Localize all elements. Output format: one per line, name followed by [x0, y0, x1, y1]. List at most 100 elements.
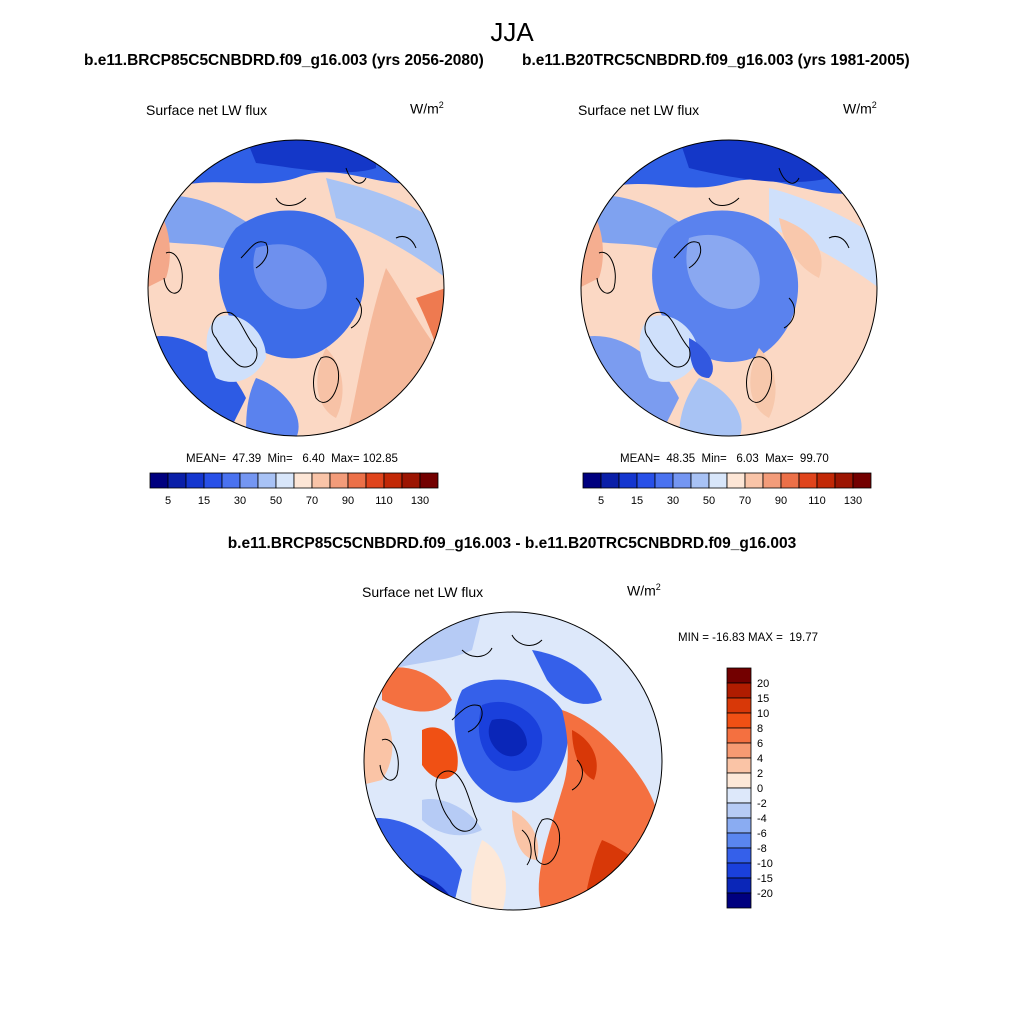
right-colorbar-swatch [636, 472, 656, 489]
right-colorbar-boxes [582, 472, 872, 489]
diff-variable-label: Surface net LW flux [362, 584, 484, 600]
right-colorbar-tick-label: 130 [844, 495, 862, 507]
diff-colorbar-tick-label: -20 [757, 888, 773, 900]
left-colorbar-swatch [365, 472, 385, 489]
left-units-label: W/m2 [410, 100, 444, 117]
left-colorbar-swatch [401, 472, 421, 489]
right-colorbar-swatch [726, 472, 746, 489]
right-colorbar-tick-label: 90 [775, 495, 787, 507]
left-colorbar-tick-label: 130 [411, 495, 429, 507]
diff-colorbar-tick-label: -4 [757, 813, 767, 825]
right-colorbar-tick-label: 50 [703, 495, 715, 507]
left-colorbar-tick-label: 90 [342, 495, 354, 507]
right-colorbar-swatch [672, 472, 692, 489]
diff-colorbar-tick-label: 10 [757, 708, 769, 720]
right-colorbar-swatch [798, 472, 818, 489]
right-colorbar: 5 15 30 50 70 90 110 130 [582, 472, 872, 507]
diff-colorbar-boxes [726, 667, 752, 909]
diff-colorbar-swatch [726, 712, 752, 729]
diff-colorbar-tick-label: 6 [757, 738, 763, 750]
right-colorbar-swatch [690, 472, 710, 489]
right-colorbar-swatch [780, 472, 800, 489]
left-colorbar-swatch [275, 472, 295, 489]
right-variable-label: Surface net LW flux [578, 102, 700, 118]
diff-colorbar-swatch [726, 697, 752, 714]
left-colorbar-tick-label: 50 [270, 495, 282, 507]
left-colorbar-swatch [257, 472, 277, 489]
diff-colorbar-tick-label: 20 [757, 678, 769, 690]
left-colorbar-swatch [347, 472, 367, 489]
left-stats: MEAN= 47.39 Min= 6.40 Max= 102.85 [186, 453, 398, 465]
right-colorbar-labels: 5 15 30 50 70 90 110 130 [598, 495, 862, 507]
diff-colorbar-swatch [726, 682, 752, 699]
right-colorbar-swatch [816, 472, 836, 489]
diff-units-exp: 2 [655, 582, 661, 592]
left-colorbar-tick-label: 70 [306, 495, 318, 507]
page-title: JJA [490, 17, 534, 47]
diff-colorbar-tick-label: 4 [757, 753, 763, 765]
diff-colorbar-tick-label: -10 [757, 858, 773, 870]
right-colorbar-swatch [744, 472, 764, 489]
left-colorbar-swatch [383, 472, 403, 489]
right-colorbar-swatch [654, 472, 674, 489]
diff-polar-map [363, 611, 663, 911]
diff-units-label: W/m2 [627, 582, 661, 599]
left-case-title: b.e11.BRCP85C5CNBDRD.f09_g16.003 (yrs 20… [84, 52, 484, 69]
diff-colorbar-swatch [726, 802, 752, 819]
diff-colorbar-swatch [726, 847, 752, 864]
diff-colorbar-swatch [726, 787, 752, 804]
left-variable-label: Surface net LW flux [146, 102, 268, 118]
left-colorbar-swatch [329, 472, 349, 489]
right-colorbar-swatch [600, 472, 620, 489]
diff-colorbar-swatch [726, 817, 752, 834]
right-units-label: W/m2 [843, 100, 877, 117]
diff-colorbar-swatch [726, 862, 752, 879]
diff-colorbar-swatch [726, 757, 752, 774]
right-polar-map [580, 139, 878, 437]
left-colorbar-swatch [419, 472, 439, 489]
diff-colorbar-swatch [726, 742, 752, 759]
left-colorbar-tick-label: 15 [198, 495, 210, 507]
diff-colorbar-tick-label: -15 [757, 873, 773, 885]
right-colorbar-swatch [834, 472, 854, 489]
left-colorbar-swatch [167, 472, 187, 489]
left-colorbar-tick-label: 110 [375, 495, 393, 507]
diff-case-title: b.e11.BRCP85C5CNBDRD.f09_g16.003 - b.e11… [227, 535, 797, 552]
right-colorbar-tick-label: 15 [631, 495, 643, 507]
diff-colorbar-tick-label: -6 [757, 828, 767, 840]
left-colorbar-tick-label: 5 [165, 495, 171, 507]
diff-colorbar-tick-label: 2 [757, 768, 763, 780]
right-colorbar-swatch [618, 472, 638, 489]
right-colorbar-tick-label: 70 [739, 495, 751, 507]
left-units-exp: 2 [438, 100, 444, 110]
right-stats: MEAN= 48.35 Min= 6.03 Max= 99.70 [620, 453, 829, 465]
right-units-exp: 2 [871, 100, 877, 110]
left-colorbar-labels: 5 15 30 50 70 90 110 130 [165, 495, 429, 507]
left-units-text: W/m [410, 100, 439, 117]
right-case-title: b.e11.B20TRC5CNBDRD.f09_g16.003 (yrs 198… [522, 52, 910, 69]
diff-units-text: W/m [627, 582, 656, 599]
diff-colorbar-swatch [726, 727, 752, 744]
diff-colorbar-tick-label: -2 [757, 798, 767, 810]
left-colorbar-swatch [239, 472, 259, 489]
right-colorbar-tick-label: 5 [598, 495, 604, 507]
right-units-text: W/m [843, 100, 872, 117]
diff-colorbar-tick-label: 8 [757, 723, 763, 735]
diff-colorbar-tick-label: 15 [757, 693, 769, 705]
right-colorbar-swatch [762, 472, 782, 489]
left-colorbar-tick-label: 30 [234, 495, 246, 507]
left-colorbar: 5 15 30 50 70 90 110 130 [149, 472, 439, 507]
right-colorbar-tick-label: 110 [808, 495, 826, 507]
right-colorbar-swatch [708, 472, 728, 489]
right-colorbar-swatch [582, 472, 602, 489]
left-colorbar-boxes [149, 472, 439, 489]
diff-colorbar-swatch [726, 832, 752, 849]
diff-colorbar-swatch [726, 667, 752, 684]
left-colorbar-swatch [293, 472, 313, 489]
left-colorbar-swatch [221, 472, 241, 489]
diff-colorbar-swatch [726, 772, 752, 789]
diff-stats: MIN = -16.83 MAX = 19.77 [678, 632, 818, 644]
diff-colorbar-swatch [726, 892, 752, 909]
